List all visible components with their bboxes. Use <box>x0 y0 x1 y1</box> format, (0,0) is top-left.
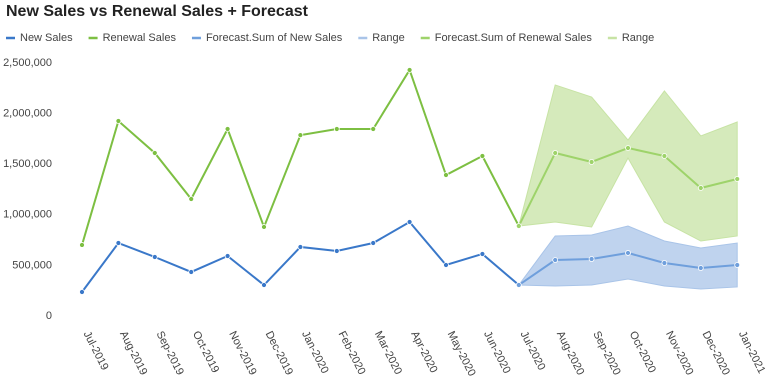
data-point <box>734 262 741 268</box>
x-tick-label: Dec-2019 <box>263 329 295 377</box>
data-point <box>151 150 158 156</box>
data-point <box>479 153 486 159</box>
x-tick-label: Apr-2020 <box>408 329 439 375</box>
data-point <box>661 153 668 159</box>
data-point <box>370 126 377 132</box>
x-tick-label: Sep-2019 <box>154 329 186 377</box>
data-point <box>297 132 304 139</box>
data-point <box>261 224 267 230</box>
data-point <box>552 150 559 156</box>
y-tick-label: 2,500,000 <box>3 57 52 69</box>
data-point <box>79 242 85 248</box>
data-point <box>224 253 231 259</box>
y-tick-label: 1,500,000 <box>3 158 52 170</box>
x-tick-label: Sep-2020 <box>590 329 622 377</box>
data-point <box>406 67 413 73</box>
x-tick-label: Jan-2020 <box>299 329 331 375</box>
range-band <box>518 84 738 242</box>
x-tick-label: Mar-2020 <box>372 329 404 376</box>
data-point <box>151 254 158 260</box>
series-line <box>81 220 520 293</box>
data-point <box>697 185 704 191</box>
data-point <box>224 126 231 132</box>
x-tick-label: Jul-2020 <box>518 329 548 372</box>
legend-label: Forecast.Sum of New Sales <box>206 32 343 44</box>
x-tick-label: Oct-2020 <box>627 329 658 375</box>
data-point <box>443 172 449 178</box>
legend-label: New Sales <box>20 32 73 44</box>
x-tick-label: May-2020 <box>445 329 478 378</box>
y-tick-label: 0 <box>46 310 52 322</box>
data-point <box>588 159 595 165</box>
data-point <box>479 251 486 257</box>
legend-label: Renewal Sales <box>103 32 177 44</box>
data-point <box>188 196 195 202</box>
x-tick-label: Nov-2019 <box>226 329 258 377</box>
legend-label: Range <box>622 32 654 44</box>
data-point <box>79 289 85 295</box>
data-point <box>661 260 668 266</box>
data-point <box>625 145 631 151</box>
data-point <box>261 282 267 288</box>
chart-title: New Sales vs Renewal Sales + Forecast <box>6 3 309 20</box>
data-point <box>406 219 413 225</box>
data-point <box>297 244 304 250</box>
x-tick-label: Jun-2020 <box>481 329 513 375</box>
data-point <box>734 176 741 182</box>
x-tick-label: Nov-2020 <box>663 329 695 377</box>
data-point <box>115 240 122 246</box>
data-point <box>515 282 522 288</box>
data-point <box>515 223 522 229</box>
data-point <box>552 257 559 263</box>
legend-label: Forecast.Sum of Renewal Sales <box>435 32 593 44</box>
y-tick-label: 1,000,000 <box>3 209 52 221</box>
data-point <box>588 256 595 262</box>
x-tick-label: Aug-2020 <box>554 329 586 377</box>
y-tick-label: 2,000,000 <box>3 108 52 120</box>
x-tick-label: Feb-2020 <box>336 329 368 376</box>
x-tick-label: Aug-2019 <box>117 329 149 377</box>
series-line <box>81 67 520 246</box>
x-tick-label: Oct-2019 <box>190 329 221 375</box>
data-point <box>188 269 195 275</box>
legend-label: Range <box>372 32 404 44</box>
data-point <box>697 265 704 271</box>
data-point <box>443 262 449 268</box>
x-tick-label: Jul-2019 <box>81 329 111 372</box>
data-point <box>625 250 631 256</box>
data-point <box>115 118 122 124</box>
data-point <box>333 248 340 254</box>
data-point <box>333 126 340 132</box>
x-tick-label: Jan-2021 <box>736 329 768 375</box>
y-tick-label: 500,000 <box>12 259 52 271</box>
x-tick-label: Dec-2020 <box>700 329 732 377</box>
data-point <box>370 240 377 246</box>
